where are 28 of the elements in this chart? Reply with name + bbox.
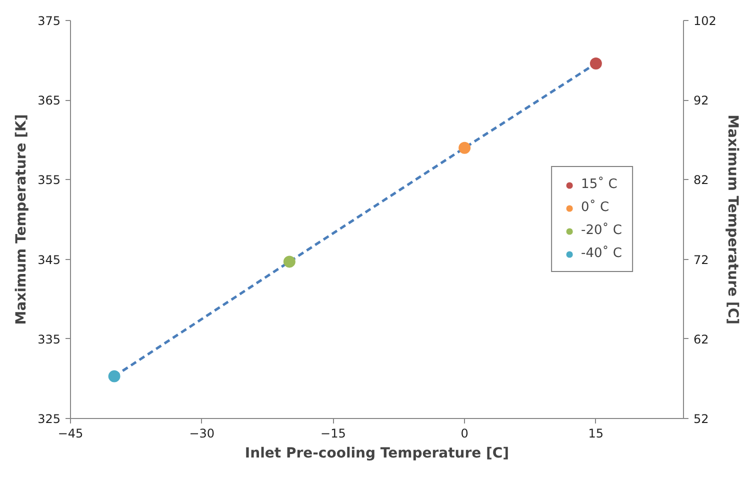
- point: [108, 370, 120, 382]
- y2-tick-label: 62: [694, 332, 709, 346]
- y2-tick-label: 92: [694, 94, 709, 108]
- y2-tick-label: 82: [694, 173, 709, 188]
- x-tick-label: −45: [58, 426, 84, 440]
- y-tick-label: 345: [38, 252, 60, 267]
- y-tick-label: 375: [38, 14, 60, 28]
- y-tick-label: 335: [38, 332, 60, 346]
- y2-tick-label: 102: [694, 14, 716, 28]
- y-tick-label: 325: [38, 412, 60, 426]
- point: [458, 142, 471, 154]
- legend-label: -40˚ C: [581, 246, 622, 261]
- legend-label: 15˚ C: [581, 177, 618, 192]
- point: [283, 256, 296, 268]
- legend-label: 0˚ C: [581, 200, 610, 215]
- x-tick-label: −15: [320, 426, 346, 440]
- x-axis-title: Inlet Pre-cooling Temperature [C]: [244, 446, 510, 462]
- x-tick-label: 0: [460, 426, 468, 440]
- y-tick-label: 355: [38, 173, 60, 188]
- y2-tick-label: 72: [694, 252, 709, 267]
- x-tick-label: −30: [189, 426, 215, 440]
- legend-label: -20˚ C: [581, 223, 622, 238]
- x-tick-label: 15: [588, 426, 604, 440]
- y-axis-title: Maximum Temperature [K]: [14, 114, 30, 325]
- point: [590, 57, 602, 70]
- y2-axis-title: Maximum Temperature [C]: [724, 114, 740, 324]
- y2-tick-label: 52: [694, 412, 709, 426]
- y-tick-label: 365: [38, 94, 60, 108]
